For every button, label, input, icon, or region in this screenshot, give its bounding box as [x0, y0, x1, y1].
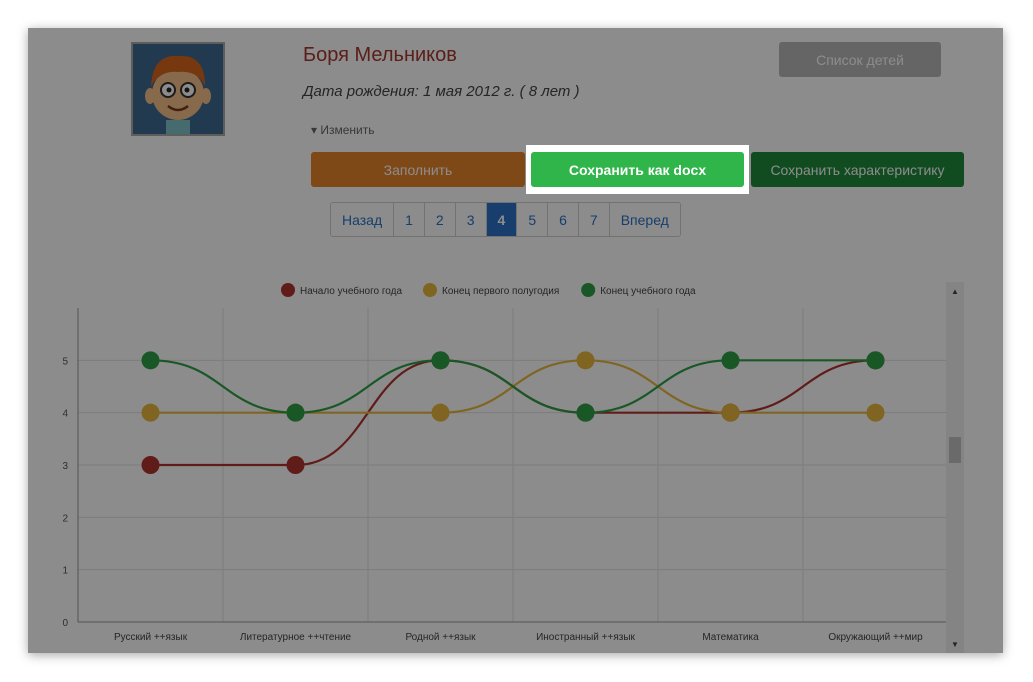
x-tick-label: Родной ++язык [405, 632, 476, 643]
data-point [431, 403, 450, 422]
y-tick-label: 0 [62, 618, 68, 629]
pager-page-2[interactable]: 2 [424, 203, 456, 236]
pager-page-3[interactable]: 3 [455, 203, 487, 236]
pager-page-4[interactable]: 4 [486, 203, 518, 236]
pager-page-6[interactable]: 6 [548, 203, 579, 236]
grades-line-chart: 0 1 2 3 4 5 Русский ++язык Литературное ++чтени… [62, 283, 949, 643]
y-tick-label: 1 [62, 566, 68, 577]
legend-marker [423, 283, 437, 297]
x-tick-label: Литературное ++чтение [240, 632, 352, 643]
scroll-thumb[interactable] [949, 437, 961, 463]
y-tick-label: 4 [62, 409, 68, 420]
legend-marker [581, 283, 596, 297]
x-tick-label: Окружающий ++мир [828, 632, 923, 643]
birth-date: Дата рождения: 1 мая 2012 г. ( 8 лет ) [303, 83, 580, 100]
data-point [286, 403, 305, 422]
legend-marker [281, 283, 295, 297]
boy-avatar-icon [133, 44, 223, 134]
data-point [721, 403, 740, 422]
data-point [286, 456, 305, 474]
y-tick-label: 3 [62, 461, 68, 472]
children-list-button[interactable]: Список детей [779, 42, 941, 77]
fill-button[interactable]: Заполнить [311, 152, 525, 187]
y-tick-label: 5 [62, 356, 68, 367]
x-tick-label: Иностранный ++язык [536, 632, 635, 643]
legend-label: Конец учебного года [600, 285, 696, 297]
chart-scrollbar[interactable]: ▲ ▼ [946, 282, 964, 653]
child-avatar [131, 42, 225, 136]
data-point [866, 351, 885, 370]
data-point [431, 351, 450, 370]
save-characteristic-button[interactable]: Сохранить характеристику [751, 152, 964, 187]
scroll-up-icon[interactable]: ▲ [951, 286, 959, 296]
y-tick-label: 2 [62, 513, 68, 524]
data-point [576, 403, 595, 422]
data-point [141, 403, 160, 422]
pager-next[interactable]: Вперед [609, 203, 680, 236]
pagination: Назад 1 2 3 4 5 6 7 Вперед [330, 202, 681, 237]
data-point [141, 456, 160, 474]
pager-page-5[interactable]: 5 [517, 203, 549, 236]
x-tick-label: Математика [702, 632, 759, 643]
pager-prev[interactable]: Назад [331, 203, 395, 236]
legend-label: Начало учебного года [300, 285, 402, 297]
edit-link[interactable]: ▾ Изменить [311, 123, 375, 137]
data-point [141, 351, 160, 370]
data-point [576, 351, 595, 370]
legend-label: Конец первого полугодия [442, 286, 559, 297]
pager-page-7[interactable]: 7 [578, 203, 610, 236]
data-point [721, 351, 740, 370]
save-docx-button[interactable]: Сохранить как docx [531, 152, 744, 187]
x-tick-label: Русский ++язык [114, 632, 188, 643]
child-name: Боря Мельников [303, 44, 457, 66]
page-frame: Боря Мельников Дата рождения: 1 мая 2012… [28, 28, 1003, 653]
data-point [866, 403, 885, 422]
scroll-down-icon[interactable]: ▼ [951, 639, 959, 649]
pager-page-1[interactable]: 1 [394, 203, 425, 236]
